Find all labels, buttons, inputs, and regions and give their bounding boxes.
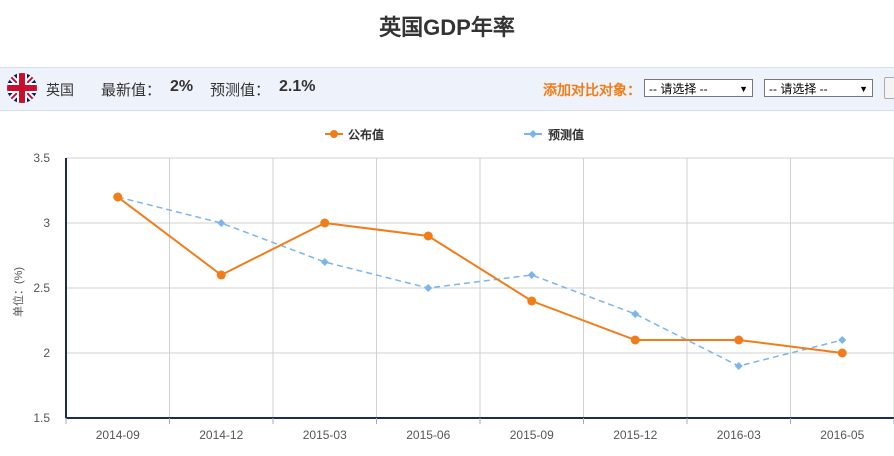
y-tick-label: 2 (43, 346, 50, 360)
x-tick-label: 2015-03 (303, 428, 347, 442)
legend-label-published: 公布值 (348, 127, 384, 142)
compare-select-1-value: -- 请选择 -- (649, 82, 708, 96)
data-point-published (113, 192, 123, 202)
chart-legend[interactable]: 公布值 预测值 (325, 127, 584, 142)
data-point-published (527, 296, 537, 306)
gdp-line-chart: 公布值 预测值 1.5 2 2.5 3 3.5 2014-09 2014-12 2015-03… (11, 127, 894, 442)
latest-value: 2% (170, 78, 194, 95)
x-tick-label: 2015-09 (510, 428, 554, 442)
compare-select-1[interactable]: -- 请选择 -- ▼ (644, 79, 753, 97)
chart-axes: 1.5 2 2.5 3 3.5 2014-09 2014-12 2015-03 2015-06 2… (33, 151, 894, 442)
x-tick-label: 2015-12 (613, 428, 657, 442)
data-point-forecast (217, 219, 226, 227)
y-tick-label: 3 (43, 216, 50, 230)
x-tick-label: 2016-05 (820, 428, 864, 442)
data-point-forecast (424, 284, 433, 292)
data-point-forecast (734, 362, 743, 370)
uk-flag-icon (7, 73, 37, 103)
compare-select-2[interactable]: -- 请选择 -- ▼ (764, 79, 873, 97)
x-tick-label: 2014-12 (199, 428, 243, 442)
data-point-published (423, 231, 433, 241)
triangle-down-icon: ▼ (859, 84, 868, 94)
y-tick-label: 1.5 (33, 411, 50, 425)
x-tick-label: 2014-09 (96, 428, 140, 442)
compare-select-2-value: -- 请选择 -- (769, 82, 828, 96)
info-bar: 英国 最新值： 2% 预测值： 2.1% 添加对比对象： -- 请选择 -- ▼… (0, 67, 894, 111)
data-point-forecast (320, 258, 329, 266)
data-point-forecast (838, 336, 847, 344)
compare-label: 添加对比对象： (543, 82, 641, 98)
data-point-published (216, 270, 226, 280)
series-line-forecast (117, 196, 843, 367)
series-line-published (117, 196, 843, 354)
data-point-forecast (527, 271, 536, 279)
country-name: 英国 (46, 82, 74, 98)
chart-grid (66, 157, 894, 418)
data-point-published (630, 335, 640, 345)
x-tick-label: 2015-06 (406, 428, 450, 442)
page-title: 英国GDP年率 (379, 15, 515, 40)
compare-button[interactable] (884, 77, 894, 99)
y-axis-label: 单位：(%) (11, 267, 25, 317)
y-tick-label: 2.5 (33, 281, 50, 295)
legend-item-forecast[interactable]: 预测值 (524, 127, 584, 142)
forecast-value: 2.1% (279, 78, 316, 95)
data-point-published (734, 335, 744, 345)
latest-value-label: 最新值： (101, 82, 162, 99)
forecast-value-label: 预测值： (210, 82, 271, 99)
data-point-published (837, 348, 847, 358)
legend-item-published[interactable]: 公布值 (325, 127, 384, 142)
y-tick-label: 3.5 (33, 151, 50, 165)
triangle-down-icon: ▼ (739, 84, 748, 94)
chart-series (113, 192, 847, 370)
legend-label-forecast: 预测值 (548, 127, 584, 142)
data-point-published (320, 218, 330, 228)
x-tick-label: 2016-03 (717, 428, 761, 442)
data-point-forecast (631, 310, 640, 318)
